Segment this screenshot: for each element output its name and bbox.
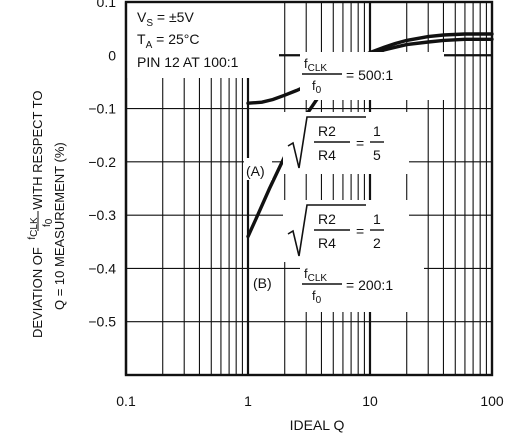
condition-vs: VS = ±5V [137, 9, 194, 29]
x-tick-label: 100 [480, 393, 504, 409]
svg-text:R2: R2 [318, 211, 336, 227]
y-tick-label: 0 [108, 47, 116, 63]
x-tick-labels: 0.1 1 10 100 [116, 393, 504, 409]
curve-label-a: (A) [246, 163, 265, 179]
svg-text:2: 2 [373, 235, 381, 251]
x-tick-label: 10 [362, 393, 378, 409]
annotation-backgrounds [127, 2, 444, 312]
svg-text:=: = [356, 223, 364, 239]
svg-text:5: 5 [373, 147, 381, 163]
svg-text:R4: R4 [318, 235, 336, 251]
y-tick-label: −0.1 [88, 101, 116, 117]
svg-text:f0: f0 [312, 288, 322, 306]
svg-text:1: 1 [373, 123, 381, 139]
y-tick-label: −0.4 [88, 260, 116, 276]
svg-text:1: 1 [373, 211, 381, 227]
condition-ta: TA = 25°C [137, 31, 199, 51]
svg-text:fCLK: fCLK [304, 266, 327, 284]
svg-text:DEVIATION OF fCLK: DEVIATION OF fCLK WITH RESPECT TO [25, 91, 45, 338]
svg-text:=: = [356, 135, 364, 151]
y-tick-label: 0.1 [97, 0, 117, 10]
y-tick-labels: 0.1 0 −0.1 −0.2 −0.3 −0.4 −0.5 [88, 0, 116, 330]
ratio-annotation-b: fCLK f0 = 200:1 [302, 266, 393, 306]
y-tick-label: −0.5 [88, 314, 116, 330]
y-tick-label: −0.2 [88, 154, 116, 170]
plot-frame [124, 0, 494, 377]
y-axis-label: DEVIATION OF fCLK WITH RESPECT TO f0 Q =… [25, 91, 67, 338]
svg-text:f0: f0 [312, 78, 322, 96]
curve-label-b: (B) [253, 275, 272, 291]
x-axis-label: IDEAL Q [290, 417, 345, 433]
condition-pin: PIN 12 AT 100:1 [137, 54, 239, 70]
svg-text:= 500:1: = 500:1 [346, 67, 393, 83]
svg-text:fCLK: fCLK [304, 56, 327, 74]
sqrt-annotation-a: R2 R4 = 1 5 [287, 116, 384, 169]
svg-text:Q = 10 MEASUREMENT (%): Q = 10 MEASUREMENT (%) [52, 142, 67, 310]
sqrt-annotation-b: R2 R4 = 1 2 [287, 204, 384, 257]
svg-text:R2: R2 [318, 123, 336, 139]
svg-text:f0: f0 [42, 218, 55, 227]
svg-text:R4: R4 [318, 147, 336, 163]
ratio-annotation-a: fCLK f0 = 500:1 [302, 56, 393, 96]
y-tick-label: −0.3 [88, 207, 116, 223]
x-tick-label: 1 [244, 393, 252, 409]
x-tick-label: 0.1 [116, 393, 136, 409]
svg-text:= 200:1: = 200:1 [346, 277, 393, 293]
